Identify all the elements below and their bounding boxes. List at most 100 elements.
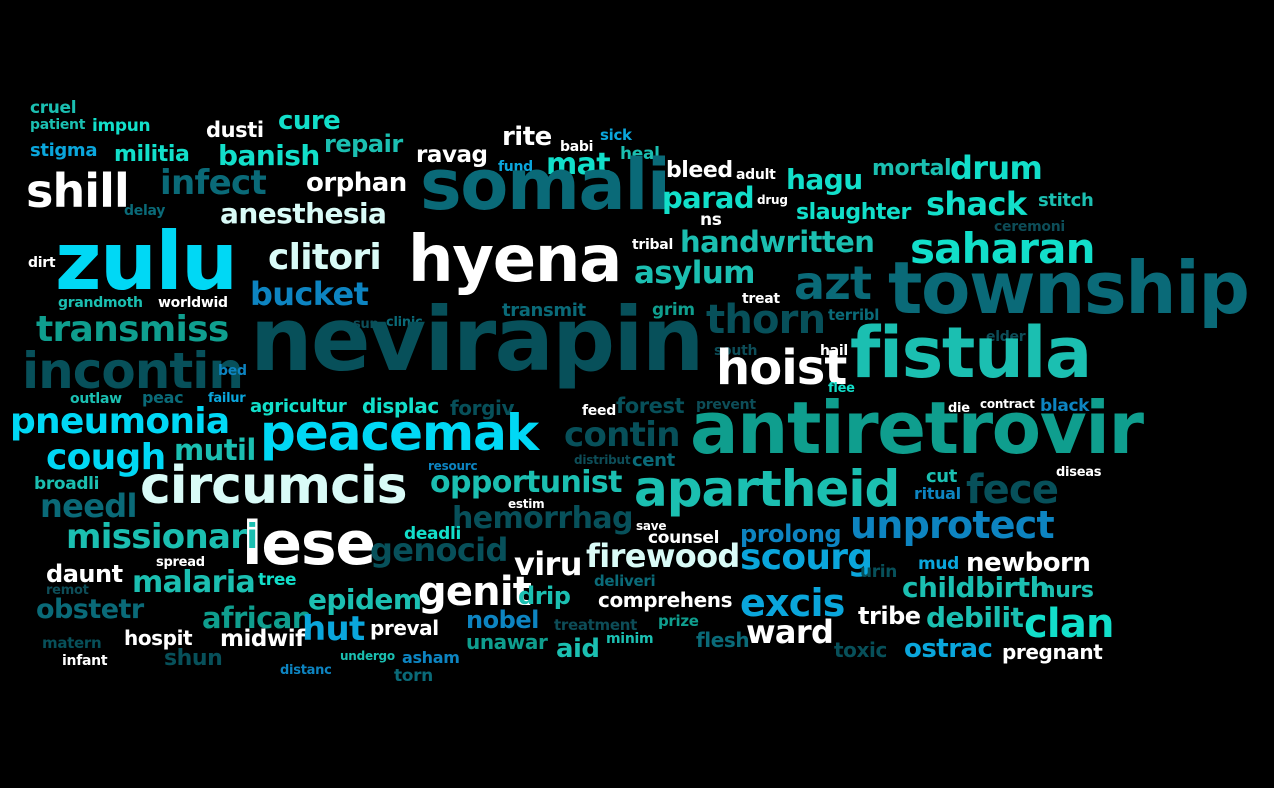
cloud-word: ceremoni <box>994 219 1065 235</box>
cloud-word: aid <box>556 634 600 664</box>
cloud-word: mat <box>546 147 611 182</box>
cloud-word: cut <box>926 466 958 487</box>
cloud-word: stitch <box>1038 190 1094 211</box>
cloud-word: sun <box>353 317 379 332</box>
cloud-word: babi <box>560 139 594 155</box>
cloud-word: antiretrovir <box>690 386 1144 470</box>
cloud-word: bed <box>218 363 247 379</box>
cloud-word: deadli <box>404 524 461 544</box>
cloud-word: flesh <box>696 628 750 652</box>
cloud-word: ward <box>746 613 834 651</box>
cloud-word: prevent <box>696 397 756 413</box>
cloud-word: terribl <box>828 306 880 324</box>
cloud-word: cough <box>46 437 166 478</box>
cloud-word: contract <box>980 397 1035 411</box>
cloud-word: handwritten <box>680 225 875 259</box>
cloud-word: orphan <box>306 168 407 198</box>
cloud-word: forest <box>616 394 685 418</box>
cloud-word: nobel <box>466 606 539 634</box>
cloud-word: sick <box>600 126 632 144</box>
cloud-word: remot <box>46 583 89 598</box>
cloud-word: undergo <box>340 649 395 663</box>
cloud-word: deliveri <box>594 572 656 590</box>
cloud-word: bucket <box>250 275 369 313</box>
cloud-word: delay <box>124 203 166 219</box>
cloud-word: hospit <box>124 626 193 650</box>
cloud-word: excis <box>740 581 845 625</box>
cloud-word: genocid <box>370 531 508 569</box>
cloud-word: tribe <box>858 602 921 630</box>
cloud-word: spread <box>156 555 205 570</box>
cloud-word: tree <box>258 570 297 590</box>
cloud-word: scourg <box>740 537 873 578</box>
cloud-word: transmit <box>502 300 586 321</box>
cloud-word: slaughter <box>796 200 911 225</box>
cloud-word: newborn <box>966 548 1091 578</box>
cloud-word: broadli <box>34 474 100 494</box>
cloud-word: cruel <box>30 98 77 118</box>
cloud-word: banish <box>218 139 320 172</box>
cloud-word: african <box>202 601 312 635</box>
cloud-word: heal <box>620 144 660 164</box>
cloud-word: missionari <box>66 517 258 557</box>
cloud-word: minim <box>606 631 654 647</box>
cloud-word: hoist <box>716 340 847 396</box>
cloud-word: worldwid <box>158 295 228 311</box>
cloud-word: somali <box>420 144 671 226</box>
cloud-word: distribut <box>574 453 631 467</box>
cloud-word: epidem <box>308 583 422 616</box>
cloud-word: nevirapin <box>250 288 704 391</box>
cloud-word: incontin <box>22 342 244 400</box>
cloud-word: contin <box>564 415 680 455</box>
cloud-word: circumcis <box>140 456 408 516</box>
cloud-word: ostrac <box>904 634 993 664</box>
cloud-word: azt <box>794 256 872 310</box>
cloud-word: hagu <box>786 163 863 196</box>
cloud-word: toxic <box>834 638 887 662</box>
cloud-word: opportunist <box>430 465 623 500</box>
cloud-word: militia <box>114 142 190 167</box>
cloud-word: saharan <box>910 224 1096 273</box>
cloud-word: save <box>636 519 667 533</box>
cloud-word: feed <box>582 403 616 419</box>
cloud-word: malaria <box>132 565 256 600</box>
cloud-word: bleed <box>666 158 733 183</box>
cloud-word: mud <box>918 554 959 574</box>
cloud-word: unawar <box>466 630 548 654</box>
cloud-word: ravag <box>416 142 488 168</box>
cloud-word: fund <box>498 159 533 175</box>
cloud-word: prolong <box>740 520 842 548</box>
cloud-word: grandmoth <box>58 295 143 311</box>
cloud-word: viru <box>514 545 582 583</box>
cloud-word: hemorrhag <box>452 501 633 536</box>
cloud-word: mortal <box>872 156 952 181</box>
cloud-word: resourc <box>428 459 478 473</box>
cloud-word: estim <box>508 497 545 511</box>
cloud-word: elder <box>986 329 1026 345</box>
cloud-word: thorn <box>706 297 826 343</box>
cloud-word: preval <box>370 616 439 640</box>
cloud-word: black <box>1040 396 1090 416</box>
cloud-word: shill <box>26 164 130 218</box>
cloud-word: south <box>714 343 758 359</box>
cloud-word: peacemak <box>260 404 539 462</box>
cloud-word: dusti <box>206 118 264 142</box>
cloud-word: treatment <box>554 616 637 634</box>
cloud-word: counsel <box>648 528 720 548</box>
cloud-word: tribal <box>632 237 673 253</box>
cloud-word: drip <box>518 582 571 610</box>
cloud-word: comprehens <box>598 588 733 612</box>
cloud-word: urin <box>860 562 898 582</box>
cloud-word: treat <box>742 291 780 307</box>
cloud-word: dirt <box>28 255 56 271</box>
cloud-word: clinic <box>386 315 423 330</box>
cloud-word: midwif <box>220 626 305 652</box>
cloud-word: rite <box>502 122 552 152</box>
cloud-word: shun <box>164 646 223 671</box>
cloud-word: forgiv <box>450 396 515 420</box>
cloud-word: impun <box>92 116 151 136</box>
cloud-word: stigma <box>30 140 98 161</box>
cloud-word: ns <box>700 210 722 230</box>
cloud-word: torn <box>394 666 433 686</box>
